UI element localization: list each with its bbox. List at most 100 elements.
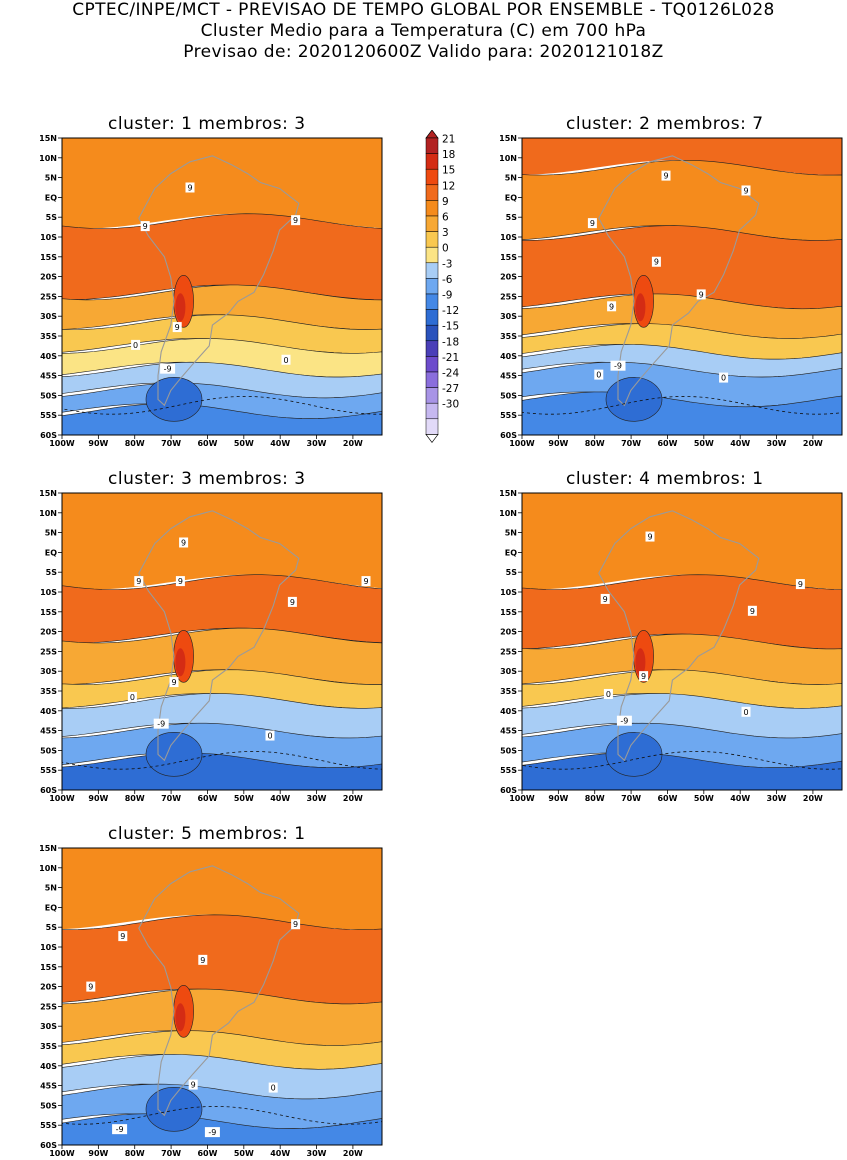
lat-tick-label: 35S (500, 332, 517, 341)
negative-contour (62, 395, 382, 415)
header-line-3: Previsao de: 2020120600Z Valido para: 20… (183, 42, 664, 62)
lon-tick-label: 80W (125, 439, 145, 448)
temperature-band (62, 138, 382, 229)
lon-tick-label: 70W (161, 439, 181, 448)
colorbar-swatch (425, 340, 439, 357)
lat-tick-label: 30S (40, 1022, 57, 1031)
contour-label: 9 (743, 186, 748, 195)
lon-tick-label: 80W (125, 794, 145, 803)
cluster-panel-2: cluster: 2 membros: 7 15N 10N 5N EQ 5S 10S 15S… (460, 110, 847, 450)
lon-tick-label: 70W (161, 794, 181, 803)
contour-label-bg (179, 537, 189, 548)
contour-label-bg (594, 369, 604, 380)
panel-title: cluster: 5 membros: 1 (108, 824, 306, 844)
contour-label: 9 (590, 219, 595, 228)
lon-tick-label: 50W (694, 439, 714, 448)
colorbar-swatch (425, 418, 439, 435)
colorbar-level-label: 21 (442, 134, 455, 146)
lat-tick-label: 10N (39, 864, 57, 873)
lon-tick-label: 50W (234, 794, 254, 803)
lon-tick-label: 80W (585, 439, 605, 448)
contour-label: 9 (641, 672, 646, 681)
map-frame (521, 137, 843, 436)
contour-label-bg (696, 289, 706, 300)
colorbar-level-label: -21 (442, 352, 459, 364)
lat-tick-label: 55S (500, 766, 517, 775)
warm-core-inner (635, 648, 646, 677)
contour-label: 0 (130, 693, 135, 702)
contour-label-bg (112, 1124, 128, 1135)
lat-tick-label: 25S (500, 292, 517, 301)
lat-tick-label: EQ (505, 548, 517, 557)
colorbar-level-label: -30 (442, 399, 459, 411)
contour-label: -9 (164, 365, 172, 374)
lat-tick-label: 5S (46, 923, 58, 932)
contour-label-bg (587, 218, 597, 229)
contour-label-bg (198, 954, 208, 965)
colorbar-level-label: 3 (442, 227, 449, 239)
contour-label-bg (610, 360, 626, 371)
colorbar-swatch (425, 402, 439, 420)
contour-label-bg (600, 593, 610, 604)
map-frame (61, 137, 383, 436)
temperature-band (62, 914, 382, 1005)
warm-core-inner (175, 648, 186, 677)
temperature-band (522, 669, 842, 709)
contour-label-bg (616, 715, 632, 726)
colorbar-swatch (425, 309, 439, 326)
contour-label: 9 (654, 258, 659, 267)
contour-label-bg (265, 730, 275, 741)
temperature-band (62, 848, 382, 930)
header-line-1: CPTEC/INPE/MCT - PREVISAO DE TEMPO GLOBA… (72, 0, 775, 20)
lat-tick-label: 15S (40, 253, 57, 262)
lat-tick-label: 40S (500, 707, 517, 716)
cluster-panel-1: cluster: 1 membros: 3 15N 10N 5N EQ 5S 10S 15S… (0, 110, 400, 450)
temperature-band (62, 493, 382, 590)
temperature-band (522, 138, 842, 176)
lat-tick-label: 15S (500, 253, 517, 262)
colorbar-swatch (425, 200, 439, 217)
lon-tick-label: 30W (767, 439, 787, 448)
colorbar-swatch (425, 184, 439, 201)
contour-label: 9 (750, 607, 755, 616)
lat-tick-label: 60S (40, 1141, 57, 1150)
contour-label: -9 (157, 720, 165, 729)
contour-label: -9 (614, 362, 622, 371)
warm-core-inner (175, 293, 186, 322)
colorbar-level-label: -6 (442, 274, 453, 286)
negative-contour (522, 750, 842, 770)
lat-tick-label: 60S (500, 431, 517, 440)
lon-tick-label: 70W (621, 439, 641, 448)
contour-label: 9 (290, 598, 295, 607)
lon-tick-label: 90W (548, 439, 568, 448)
lat-tick-label: 25S (40, 292, 57, 301)
lat-tick-label: 10N (39, 154, 57, 163)
contour-label: 9 (663, 172, 668, 181)
contour-label-bg (175, 576, 185, 587)
lon-tick-label: 100W (509, 794, 535, 803)
lat-tick-label: 10S (500, 588, 517, 597)
lon-tick-label: 60W (197, 439, 217, 448)
contour-label: 9 (293, 216, 298, 225)
negative-contour (522, 395, 842, 415)
lat-tick-label: 15N (39, 134, 57, 143)
colorbar-swatch (425, 387, 439, 404)
contour-label: 9 (647, 533, 652, 542)
lat-tick-label: EQ (45, 548, 57, 557)
cold-core (145, 1087, 203, 1132)
temperature-band (522, 493, 842, 590)
contour-label: 9 (699, 290, 704, 299)
lat-tick-label: 10S (500, 233, 517, 242)
continent-outline (138, 865, 300, 1117)
panel-title: cluster: 3 membros: 3 (108, 469, 306, 489)
panel-title: cluster: 4 membros: 1 (566, 469, 764, 489)
contour-label: 9 (363, 577, 368, 586)
cluster-panel-4: cluster: 4 membros: 1 15N 10N 5N EQ 5S 10S 15S… (460, 465, 847, 805)
contour-label: 0 (271, 1084, 276, 1093)
contour-label-bg (185, 182, 195, 193)
lat-tick-label: 20S (40, 983, 57, 992)
lat-tick-label: 35S (40, 332, 57, 341)
contour-label: 9 (178, 577, 183, 586)
temperature-band (522, 225, 842, 310)
lat-tick-label: 30S (500, 667, 517, 676)
